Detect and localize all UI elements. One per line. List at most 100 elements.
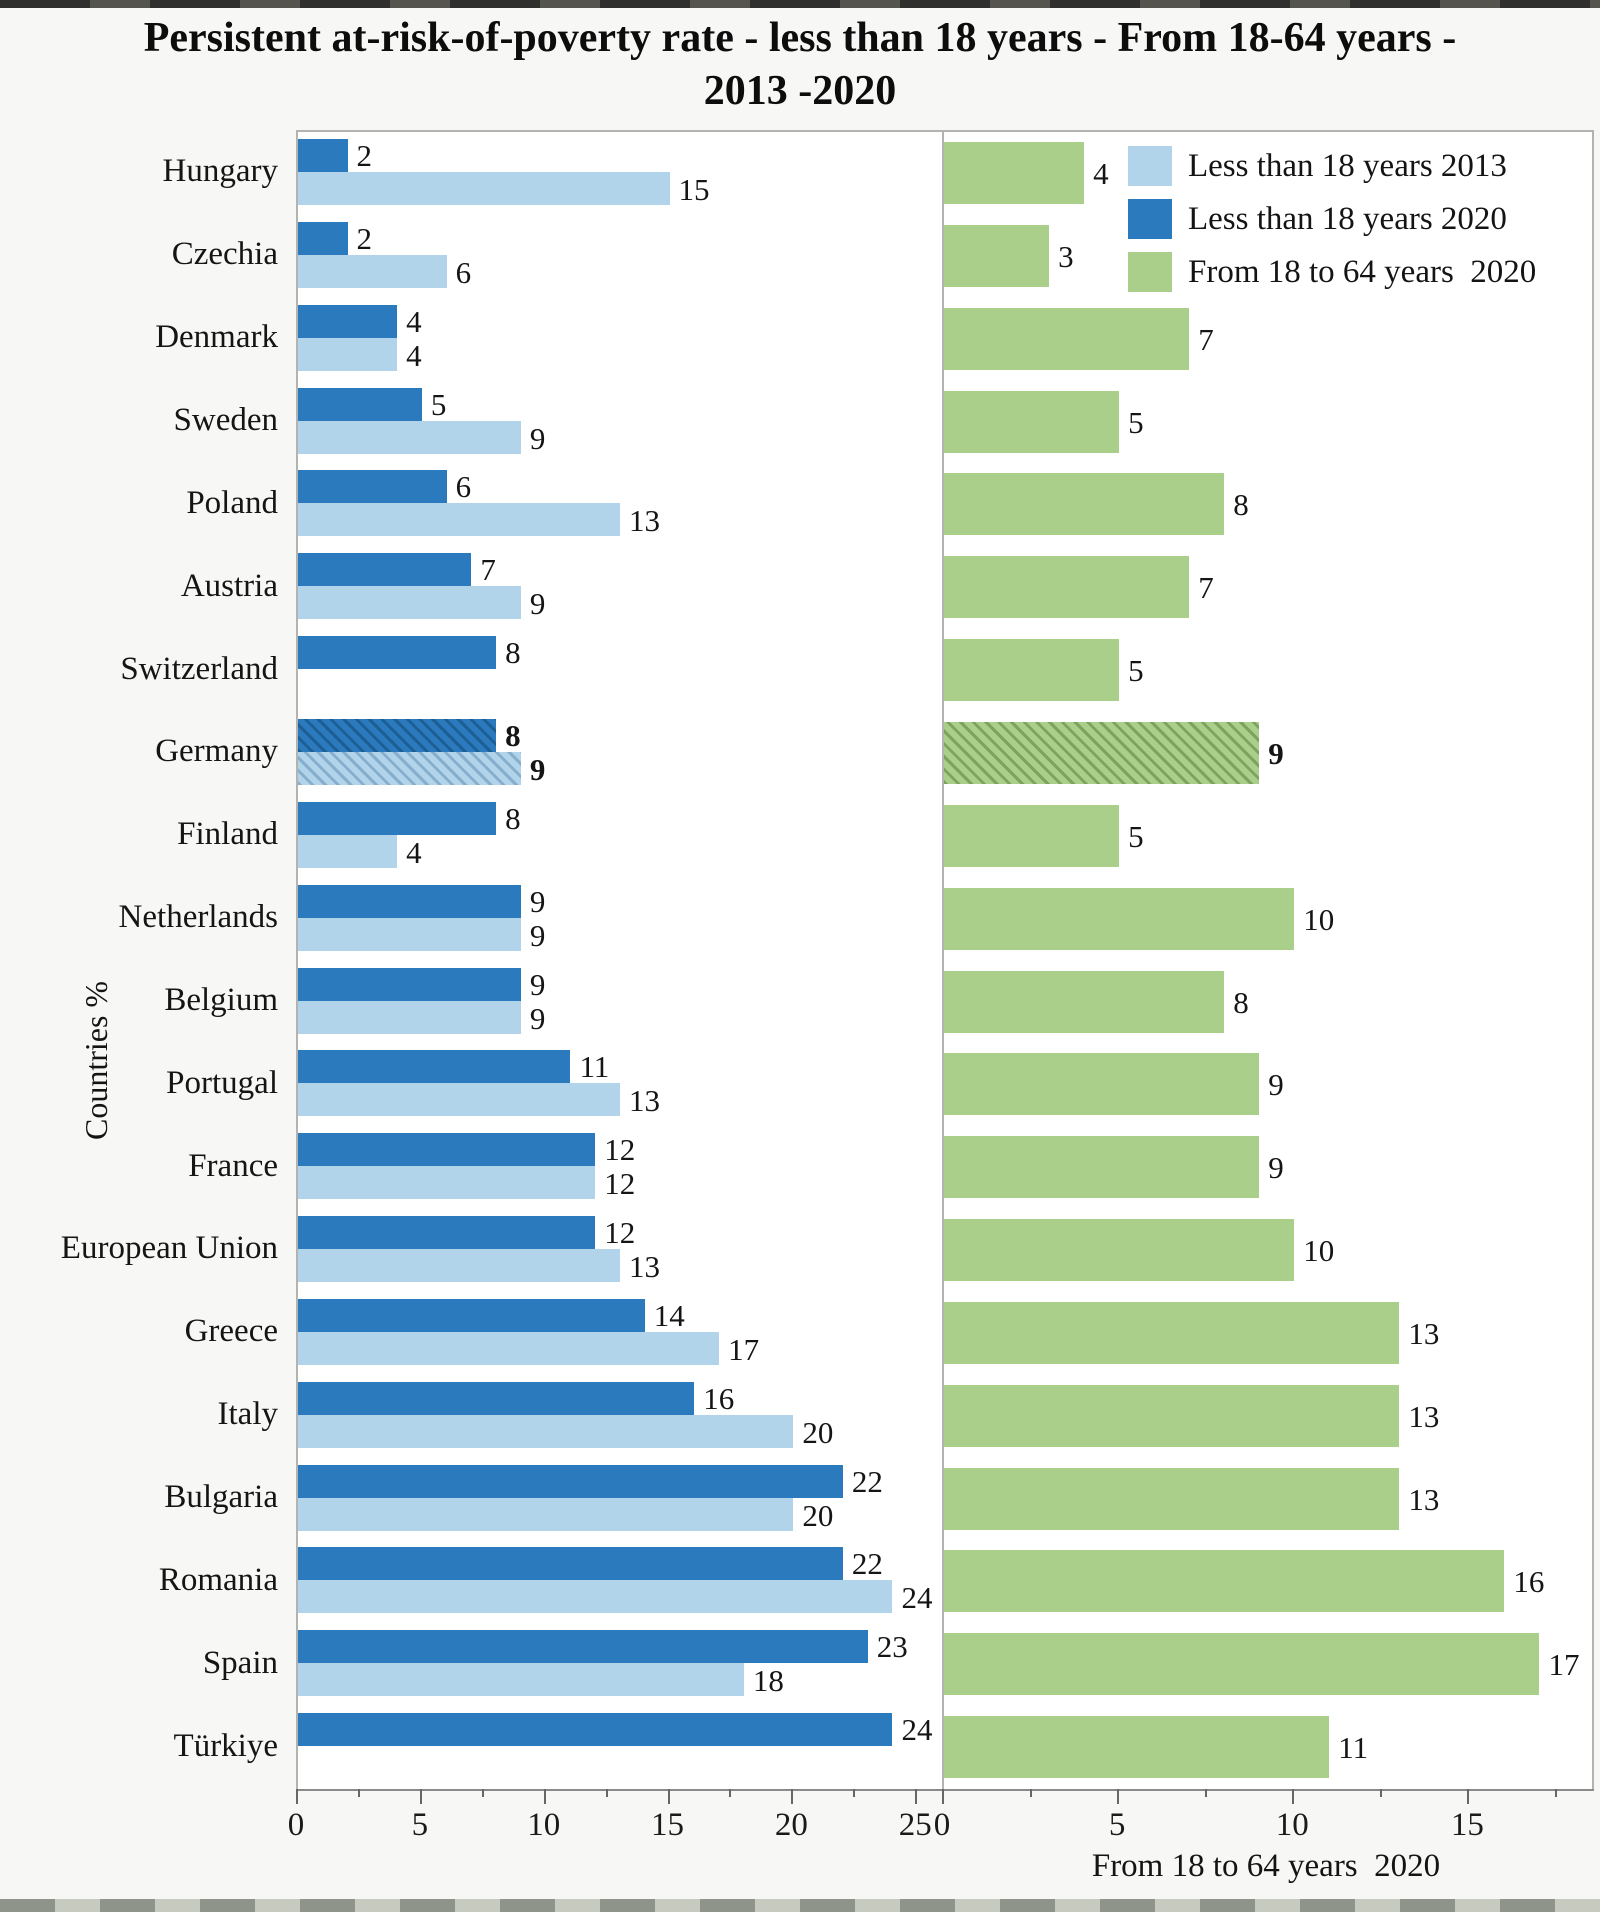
x-axis-line	[296, 1789, 1594, 1791]
legend: Less than 18 years 2013 Less than 18 yea…	[1128, 146, 1536, 305]
major-tick	[543, 1789, 546, 1804]
country-label: Greece	[184, 1313, 278, 1350]
bar-less-than-18-2013	[298, 586, 521, 620]
legend-label: Less than 18 years 2013	[1188, 147, 1507, 184]
value-18-64-2020: 8	[1233, 984, 1249, 1020]
bar-less-than-18-2020	[298, 139, 348, 172]
value-less-than-18-2020: 12	[604, 1132, 636, 1168]
value-less-than-18-2020: 6	[455, 469, 472, 505]
bar-less-than-18-2020	[298, 304, 398, 338]
bar-less-than-18-2020	[298, 967, 521, 1001]
bar-less-than-18-2013	[298, 254, 447, 288]
value-18-64-2020: 3	[1058, 238, 1074, 274]
value-less-than-18-2020: 4	[406, 303, 422, 339]
bar-less-than-18-2020	[298, 801, 497, 835]
value-less-than-18-2020: 24	[901, 1712, 933, 1748]
tick-label: 0	[933, 1807, 951, 1843]
tick-label: 0	[287, 1807, 305, 1843]
minor-tick	[357, 1789, 360, 1797]
value-18-64-2020: 8	[1233, 487, 1249, 523]
value-less-than-18-2020: 2	[356, 138, 373, 173]
value-18-64-2020: 13	[1408, 1398, 1440, 1434]
country-label: Austria	[180, 567, 278, 604]
bar-18-64-2020	[944, 473, 1225, 536]
value-18-64-2020: 5	[1128, 818, 1144, 854]
value-18-64-2020: 13	[1408, 1481, 1440, 1517]
country-label: Finland	[177, 816, 278, 853]
bar-less-than-18-2020	[298, 718, 497, 752]
value-less-than-18-2013: 9	[529, 751, 546, 787]
tick-label: 15	[651, 1807, 685, 1843]
value-18-64-2020: 5	[1128, 653, 1144, 689]
value-18-64-2020: 7	[1198, 321, 1214, 357]
legend-item-2013: Less than 18 years 2013	[1128, 146, 1536, 186]
value-18-64-2020: 10	[1303, 901, 1335, 937]
bar-less-than-18-2020	[298, 1133, 596, 1167]
country-label: Sweden	[173, 401, 278, 438]
legend-swatch-dark-blue	[1128, 199, 1172, 239]
minor-tick	[1379, 1789, 1382, 1797]
value-less-than-18-2020: 8	[505, 635, 521, 671]
bar-less-than-18-2013	[298, 1331, 720, 1365]
tick-label: 20	[774, 1807, 808, 1843]
bar-18-64-2020	[944, 1550, 1505, 1613]
bar-18-64-2020	[944, 307, 1190, 370]
plot-area: 2 15 4 2 6 3 4 4 7 5 9 5 6 13 8 7 9 7 8 5 8 9 9 8 4 5 9 9 10 9 9 8 11 13 9…	[296, 130, 1594, 1791]
country-label: Belgium	[164, 981, 278, 1018]
legend-item-18-64: From 18 to 64 years 2020	[1128, 252, 1536, 292]
bar-18-64-2020	[944, 1136, 1260, 1199]
bar-less-than-18-2020	[298, 221, 348, 255]
bar-18-64-2020	[944, 970, 1225, 1033]
value-18-64-2020: 7	[1198, 570, 1214, 606]
tick-label: 5	[1108, 1807, 1126, 1843]
value-18-64-2020: 9	[1268, 1067, 1284, 1103]
value-less-than-18-2020: 8	[505, 717, 521, 753]
bar-less-than-18-2013	[298, 917, 521, 951]
bar-18-64-2020	[944, 142, 1085, 204]
country-label: Portugal	[166, 1064, 278, 1101]
country-label: Poland	[186, 484, 278, 521]
bar-less-than-18-2020	[298, 1464, 843, 1498]
bar-less-than-18-2013	[298, 503, 620, 537]
value-less-than-18-2013: 12	[604, 1166, 636, 1202]
bar-less-than-18-2013	[298, 1166, 596, 1200]
value-less-than-18-2013: 17	[728, 1331, 760, 1367]
bar-less-than-18-2020	[298, 470, 447, 504]
bar-less-than-18-2020	[298, 1298, 645, 1332]
value-18-64-2020: 13	[1408, 1315, 1440, 1351]
bar-18-64-2020	[944, 804, 1120, 867]
value-less-than-18-2013: 9	[529, 1000, 546, 1036]
value-18-64-2020: 11	[1338, 1730, 1369, 1766]
value-less-than-18-2020: 8	[505, 800, 521, 836]
minor-tick	[481, 1789, 484, 1797]
major-tick	[1117, 1789, 1120, 1804]
value-18-64-2020: 9	[1268, 1150, 1284, 1186]
value-less-than-18-2020: 9	[529, 883, 546, 919]
country-label: Italy	[217, 1396, 278, 1433]
bar-18-64-2020	[944, 390, 1120, 453]
bar-less-than-18-2013	[298, 1249, 620, 1283]
value-less-than-18-2013: 24	[901, 1580, 933, 1616]
minor-tick	[605, 1789, 608, 1797]
country-label: Hungary	[162, 153, 278, 190]
bar-less-than-18-2013	[298, 834, 398, 868]
chart-title: Persistent at-risk-of-poverty rate - les…	[0, 12, 1600, 117]
bar-less-than-18-2020	[298, 1547, 843, 1581]
country-label: Türkiye	[173, 1727, 278, 1764]
bar-18-64-2020	[944, 1219, 1295, 1282]
value-less-than-18-2013: 18	[752, 1663, 784, 1699]
major-tick	[791, 1789, 794, 1804]
country-label: Switzerland	[120, 650, 278, 687]
bar-less-than-18-2020	[298, 387, 422, 421]
chart-title-line2: 2013 -2020	[703, 67, 897, 114]
bar-18-64-2020	[944, 1633, 1540, 1696]
tick-label: 10	[1275, 1807, 1309, 1843]
country-label: France	[188, 1147, 278, 1184]
value-less-than-18-2013: 13	[629, 1083, 660, 1119]
major-tick	[296, 1789, 298, 1804]
bar-less-than-18-2013	[298, 1000, 521, 1034]
bar-less-than-18-2013	[298, 1083, 620, 1117]
bar-18-64-2020	[944, 1716, 1330, 1779]
minor-tick	[1029, 1789, 1032, 1797]
right-axis-caption: From 18 to 64 years 2020	[1091, 1848, 1441, 1884]
